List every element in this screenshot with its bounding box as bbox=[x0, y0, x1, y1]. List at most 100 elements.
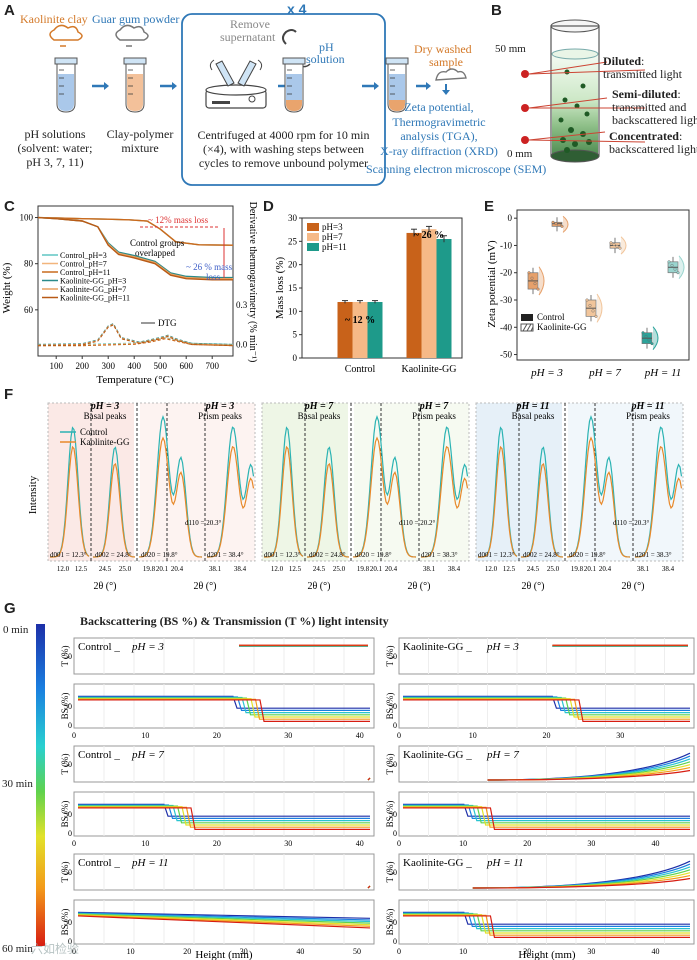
overlap-label2: overlapped bbox=[135, 248, 175, 258]
panel-ph: pH = 3 bbox=[486, 641, 519, 653]
e-point bbox=[591, 309, 595, 313]
bs-profile bbox=[403, 698, 690, 718]
g-ytick-bs0: 0 bbox=[393, 937, 397, 946]
g-xlabel: Height (mm) bbox=[518, 949, 575, 960]
dry-sample-icon bbox=[435, 68, 467, 95]
e-frame bbox=[516, 209, 690, 361]
tga-frame bbox=[37, 205, 234, 357]
xrd-trace bbox=[306, 462, 350, 558]
ph-solutions-line1: pH solutions bbox=[24, 127, 86, 141]
d-category-label: Control bbox=[345, 364, 376, 375]
mass-loss-chart: Mass loss (%) 0 5 10 15 20 25 30 Control Kaolin… bbox=[274, 213, 463, 375]
tube-sample bbox=[385, 57, 409, 113]
e-ytick-label: 0 bbox=[508, 213, 513, 223]
ph-solutions-text: pH solutions (solvent: water; pH 3, 7, 1… bbox=[0, 127, 110, 169]
g-xtick-label: 40 bbox=[296, 947, 304, 956]
e-point bbox=[676, 271, 680, 275]
xrd-tick-label: 38.1 bbox=[209, 565, 222, 573]
bs-axis-label: BS (%) bbox=[385, 801, 395, 828]
panel-title: Control _ bbox=[78, 857, 120, 869]
repeat-label: x 4 bbox=[287, 1, 307, 17]
g-ytick-t: 50 bbox=[64, 868, 72, 877]
tga-legend-Control_pH=3: Control_pH=3 bbox=[60, 251, 107, 260]
g-xtick-label: 40 bbox=[356, 839, 364, 848]
e-legend-kgg: Kaolinite-GG bbox=[537, 322, 587, 332]
g-ytick-bs: 50 bbox=[389, 702, 397, 711]
t-profile bbox=[472, 877, 691, 889]
e-point bbox=[557, 223, 561, 227]
g-time-60: 60 min bbox=[2, 943, 33, 955]
xrd-tick-label: 19.8 bbox=[357, 565, 370, 573]
e-point bbox=[588, 303, 592, 307]
xrd-dspacing: d002 = 24.8° bbox=[523, 551, 560, 559]
xrd-tick-label: 38.4 bbox=[234, 565, 247, 573]
turbiscan-panel-5: Control _ pH = 11T (%)BS (%)0 10 20 30 40 505… bbox=[60, 853, 375, 956]
guar-label: Guar gum powder bbox=[92, 12, 180, 26]
tga-y2label: Derivative thermogravimetry (% min⁻¹) bbox=[247, 202, 258, 363]
e-xlabel-ph11: pH = 11 bbox=[644, 367, 682, 379]
xrd-tick-label: 38.4 bbox=[662, 565, 675, 573]
e-point bbox=[667, 260, 671, 264]
g-xtick-label: 10 bbox=[141, 839, 149, 848]
xrd-title-prism: pH = 3 bbox=[205, 401, 234, 412]
g-xtick-label: 40 bbox=[652, 839, 660, 848]
e-point bbox=[533, 282, 537, 286]
xrd-title-prism: pH = 11 bbox=[631, 401, 665, 412]
xrd-trace bbox=[520, 462, 564, 558]
xrd-tick-label: 19.8 bbox=[571, 565, 584, 573]
t-axis-label: T (%) bbox=[60, 753, 70, 774]
analyses-line5: Scanning electron microscope (SEM) bbox=[366, 162, 547, 176]
t-profile bbox=[367, 777, 371, 781]
bs-profile bbox=[403, 696, 690, 711]
xrd-trace bbox=[49, 445, 90, 558]
e-point bbox=[641, 331, 645, 335]
panel-label-e: E bbox=[484, 198, 495, 215]
tga-xtick-label: 400 bbox=[127, 361, 141, 371]
g-ytick-t: 50 bbox=[389, 652, 397, 661]
bs-profile bbox=[78, 806, 370, 826]
b-semi-title: Semi-diluted bbox=[612, 87, 678, 101]
b-diluted: Diluted: transmitted light bbox=[603, 54, 682, 81]
xrd-basal-label: Basal peaks bbox=[512, 411, 555, 421]
dry-label-2: sample bbox=[429, 55, 463, 69]
analyses-line3: analysis (TGA), bbox=[400, 129, 478, 143]
bs-profile bbox=[77, 914, 371, 926]
tga-y2tick-label: 0.3 bbox=[236, 300, 248, 310]
t-axis-label: T (%) bbox=[385, 645, 395, 666]
xrd-tick-label: 20.1 bbox=[156, 565, 169, 573]
b-diluted-title: Diluted bbox=[603, 54, 642, 68]
tga-legend-Kaolinite-GG_pH=7: Kaolinite-GG_pH=7 bbox=[60, 285, 126, 294]
tube-ph-solution bbox=[54, 57, 78, 113]
bs-profile bbox=[77, 912, 371, 921]
g-xtick-label: 20 bbox=[523, 947, 531, 956]
bs-profile bbox=[78, 697, 370, 716]
panel-title: Kaolinite-GG _ bbox=[403, 857, 472, 869]
xrd-trace bbox=[420, 445, 469, 558]
supernatant-label: supernatant bbox=[220, 30, 276, 44]
d-legend-swatch bbox=[307, 233, 319, 241]
xrd-tick-label: 24.5 bbox=[313, 565, 326, 573]
e-point bbox=[551, 220, 555, 224]
d-ytick-label: 20 bbox=[288, 260, 298, 270]
xrd-prism-label: Prism peaks bbox=[198, 411, 242, 421]
d-legend-pH=3: pH=3 bbox=[322, 222, 343, 232]
e-legend-control: Control bbox=[537, 312, 565, 322]
panel-title: Control _ bbox=[78, 641, 120, 653]
bs-profile bbox=[403, 696, 690, 714]
dtg-series-Control bbox=[38, 338, 234, 347]
e-point bbox=[644, 334, 648, 338]
d-ann12: ~ 12 % bbox=[345, 315, 375, 326]
bs-profile bbox=[403, 807, 690, 830]
d-ytick-label: 5 bbox=[293, 330, 298, 340]
d-legend-swatch bbox=[307, 223, 319, 231]
tga-xtick-label: 600 bbox=[179, 361, 193, 371]
e-point bbox=[609, 241, 613, 245]
t-axis-label: T (%) bbox=[60, 861, 70, 882]
bs-profile bbox=[77, 914, 371, 927]
e-point bbox=[585, 298, 589, 302]
xrd-dspacing: d201 = 38.3° bbox=[421, 551, 458, 559]
xrd-basal-label: Basal peaks bbox=[84, 411, 127, 421]
bs-profile bbox=[78, 696, 370, 714]
centrifuge-line1: Centrifuged at 4000 rpm for 10 min bbox=[197, 128, 370, 142]
g-xtick-label: 0 bbox=[72, 839, 76, 848]
